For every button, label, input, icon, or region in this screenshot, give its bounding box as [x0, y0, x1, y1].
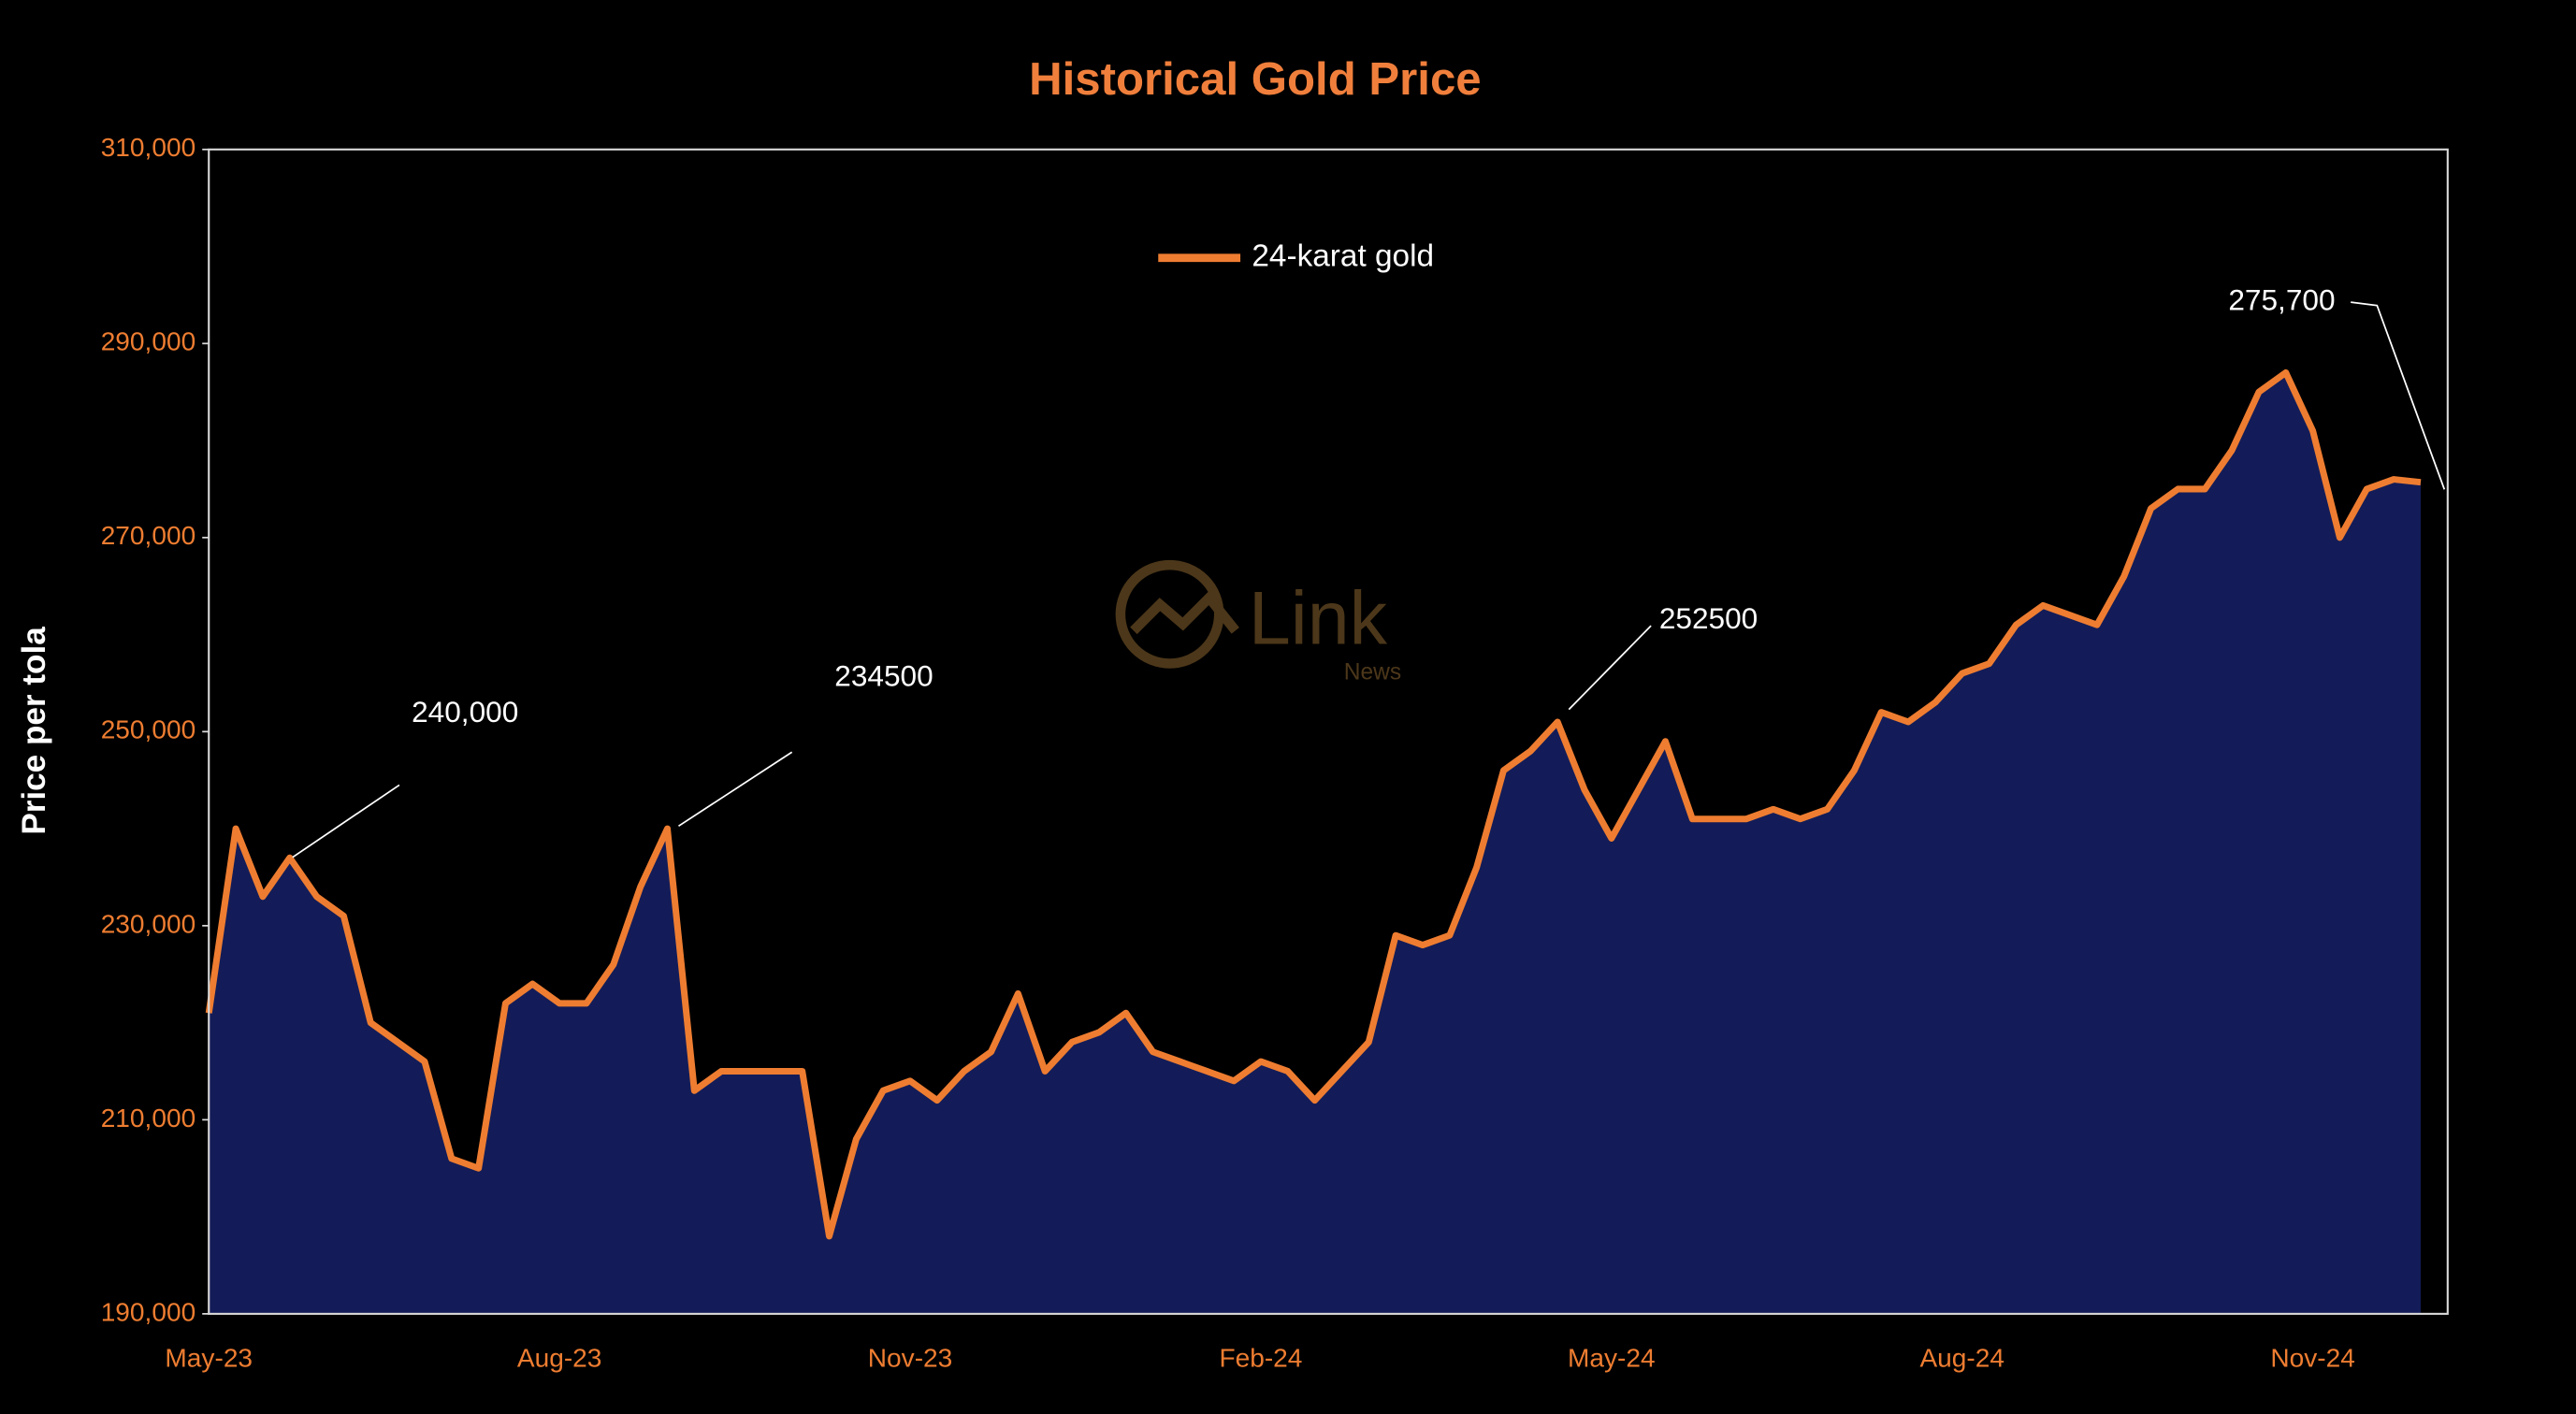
y-tick-label: 190,000	[101, 1297, 196, 1326]
y-tick-label: 310,000	[101, 133, 196, 162]
annotation: 234500	[834, 659, 933, 693]
y-tick-label: 210,000	[101, 1104, 196, 1133]
watermark-subtext: News	[1344, 660, 1401, 685]
x-tick-label: Nov-24	[2270, 1343, 2355, 1372]
legend-label: 24-karat gold	[1252, 239, 1434, 274]
annotation-leader	[2351, 301, 2446, 490]
x-tick-label: May-23	[165, 1343, 253, 1372]
x-tick-label: Feb-24	[1219, 1343, 1302, 1372]
annotation: 240,000	[412, 695, 518, 729]
chart-title: Historical Gold Price	[1029, 53, 1482, 105]
area	[209, 372, 2421, 1314]
plot-area	[205, 368, 2422, 1314]
y-axis-label: Price per tola	[16, 627, 52, 835]
watermark-icon	[1130, 590, 1239, 635]
watermark-text: Link	[1249, 577, 1388, 661]
y-tick-label: 270,000	[101, 521, 196, 550]
x-tick-label: May-24	[1568, 1343, 1656, 1372]
annotation-leader	[678, 751, 793, 828]
annotation-leaders	[292, 301, 2446, 858]
watermark: Link News	[1115, 559, 1401, 685]
x-tick-label: Aug-23	[517, 1343, 602, 1372]
y-tick-label: 230,000	[101, 909, 196, 938]
watermark-icon	[1115, 559, 1224, 669]
y-tick-label: 290,000	[101, 327, 196, 356]
y-tick-label: 250,000	[101, 715, 196, 744]
x-tick-label: Nov-23	[868, 1343, 953, 1372]
annotation: 252500	[1659, 601, 1758, 635]
line	[205, 368, 2422, 1240]
annotation: 275,700	[2228, 282, 2335, 316]
x-tick-label: Aug-24	[1919, 1343, 2004, 1372]
annotation-leader	[292, 784, 400, 858]
annotation-leader	[1568, 625, 1652, 711]
